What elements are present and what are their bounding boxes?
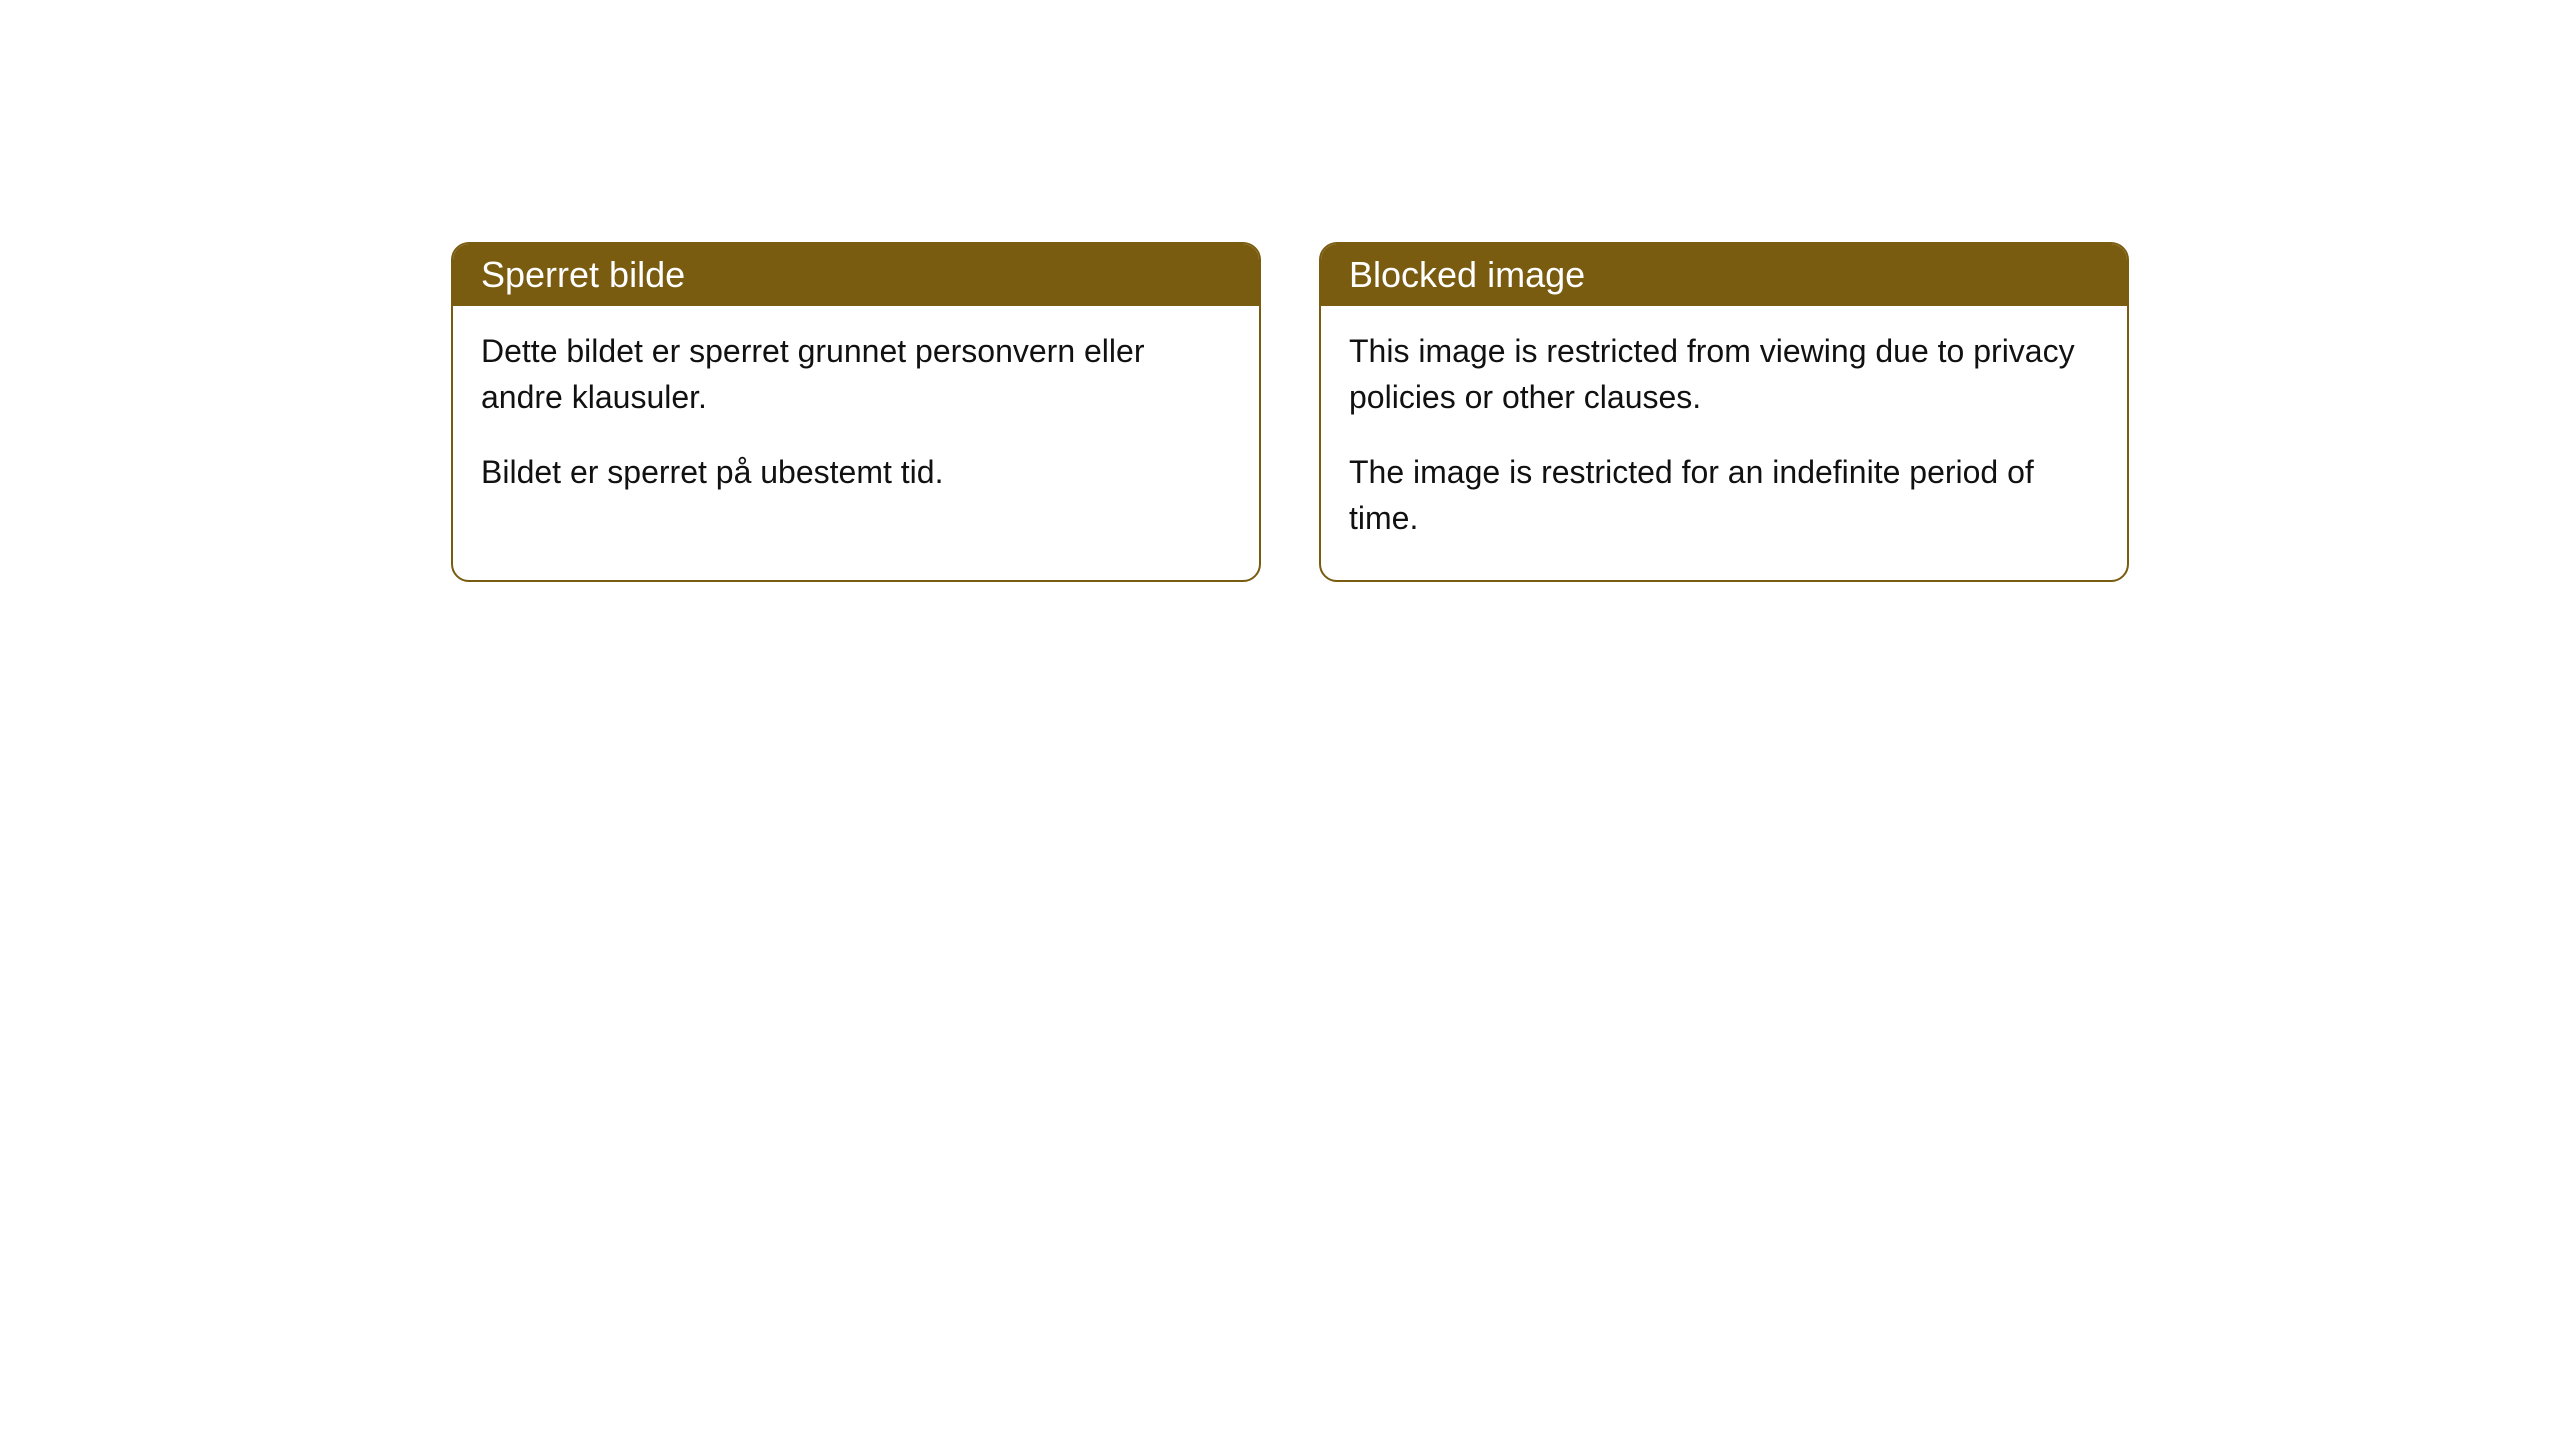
card-norwegian: Sperret bilde Dette bildet er sperret gr…: [451, 242, 1261, 582]
cards-container: Sperret bilde Dette bildet er sperret gr…: [451, 242, 2129, 582]
card-title: Blocked image: [1349, 254, 1585, 295]
card-english: Blocked image This image is restricted f…: [1319, 242, 2129, 582]
card-header-english: Blocked image: [1321, 244, 2127, 306]
card-body-norwegian: Dette bildet er sperret grunnet personve…: [453, 306, 1259, 533]
card-paragraph: The image is restricted for an indefinit…: [1349, 449, 2099, 542]
card-paragraph: Bildet er sperret på ubestemt tid.: [481, 449, 1231, 495]
card-header-norwegian: Sperret bilde: [453, 244, 1259, 306]
card-paragraph: Dette bildet er sperret grunnet personve…: [481, 328, 1231, 421]
card-body-english: This image is restricted from viewing du…: [1321, 306, 2127, 580]
card-title: Sperret bilde: [481, 254, 685, 295]
card-paragraph: This image is restricted from viewing du…: [1349, 328, 2099, 421]
